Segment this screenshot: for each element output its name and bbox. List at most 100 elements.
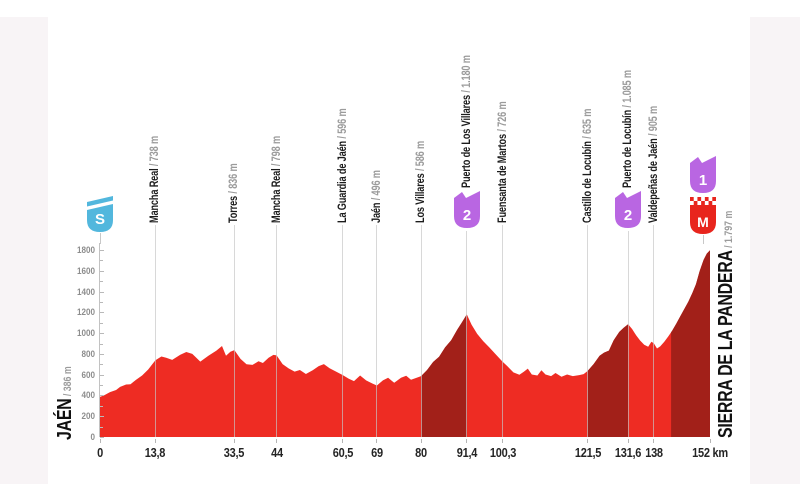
y-axis-tick-label: 0 xyxy=(90,432,95,442)
x-axis-tick-label: 80 xyxy=(415,446,427,460)
finish-badge-icon: M xyxy=(689,197,717,235)
y-axis-tick-label: 400 xyxy=(81,390,95,401)
waypoint-name: Fuensanta de Martos xyxy=(496,134,509,223)
waypoint-label: Valdepeñas de Jaén / 905 m xyxy=(648,106,660,223)
start-badge-icon: S xyxy=(86,195,114,233)
y-axis-tick xyxy=(100,250,104,251)
waypoint-elevation: / 586 m xyxy=(415,140,428,174)
waypoint-gridline xyxy=(627,231,629,437)
waypoint-label: Castillo de Locubín / 635 m xyxy=(582,109,594,223)
x-axis-tick-label: 0 xyxy=(97,446,103,460)
waypoint-name: Mancha Real xyxy=(149,168,162,223)
waypoint-elevation: / 1.180 m xyxy=(460,55,473,96)
waypoint-gridline xyxy=(466,231,468,437)
waypoint-name: Los Villares xyxy=(415,173,428,223)
waypoint-name: Valdepeñas de Jaén xyxy=(647,138,660,223)
x-axis-tick xyxy=(342,439,344,443)
y-axis-minor-tick xyxy=(100,260,103,262)
x-axis-tick xyxy=(376,439,378,443)
y-axis-tick-label: 1200 xyxy=(76,307,95,318)
waypoint-name: Jaén xyxy=(370,202,383,223)
profile-area-fill xyxy=(100,250,710,437)
climb-segment-fill xyxy=(587,324,629,437)
waypoint-gridline xyxy=(276,225,278,437)
waypoint-gridline xyxy=(653,225,655,437)
cat2-badge-icon: 2 xyxy=(614,191,642,229)
waypoint-label: Mancha Real / 738 m xyxy=(149,136,161,223)
y-axis-tick xyxy=(100,416,104,418)
y-axis-tick-label: 600 xyxy=(81,369,95,380)
x-axis-tick xyxy=(653,439,655,443)
waypoint-name: Mancha Real xyxy=(270,168,283,223)
waypoint-elevation: / 798 m xyxy=(270,136,283,169)
waypoint-gridline xyxy=(233,225,235,437)
climb-segment-fill xyxy=(671,250,710,437)
y-axis-tick xyxy=(100,374,104,376)
waypoint-gridline xyxy=(376,225,378,437)
y-axis-minor-tick xyxy=(100,364,103,366)
elevation-profile-area xyxy=(100,250,710,437)
y-axis-minor-tick xyxy=(100,322,103,324)
cat2-badge-icon: 2 xyxy=(453,191,481,229)
y-axis-minor-tick xyxy=(100,281,103,283)
y-axis-minor-tick xyxy=(100,426,103,428)
x-axis-tick-label: 60,5 xyxy=(332,446,354,460)
waypoint-label: Jaén / 496 m xyxy=(371,170,383,223)
x-axis-tick xyxy=(709,439,711,443)
waypoint-label: Puerto de Locubín / 1.085 m xyxy=(622,70,634,188)
x-axis-tick xyxy=(502,439,504,443)
y-axis-minor-tick xyxy=(100,343,103,345)
page-background-left xyxy=(0,17,48,484)
start-town-label: JAÉN / 386 m xyxy=(53,366,80,440)
y-axis-tick xyxy=(100,312,104,314)
waypoint-elevation: / 635 m xyxy=(581,108,594,142)
x-axis-tick xyxy=(276,439,278,443)
y-axis-tick xyxy=(100,353,104,355)
svg-text:S: S xyxy=(95,211,105,228)
y-axis-tick xyxy=(100,291,104,293)
waypoint-elevation: / 596 m xyxy=(336,108,349,141)
y-axis-tick-label: 1400 xyxy=(76,286,95,297)
waypoint-name: Torres xyxy=(228,196,241,223)
x-axis-tick-label: 138 xyxy=(645,446,663,460)
waypoint-name: Castillo de Locubín xyxy=(581,141,594,223)
x-axis-tick-label: 33,5 xyxy=(224,446,245,460)
finish-summit-label: SIERRA DE LA PANDERA / 1.797 m xyxy=(714,211,741,438)
finish-badge-stem xyxy=(702,235,704,244)
x-axis-tick xyxy=(587,439,589,443)
svg-text:M: M xyxy=(697,214,709,230)
waypoint-name: Puerto de Locubín xyxy=(622,109,635,188)
x-axis-tick-label: 91,4 xyxy=(456,446,478,460)
waypoint-label: Torres / 836 m xyxy=(228,164,240,223)
start-town-elevation: / 386 m xyxy=(62,366,74,399)
cat1-badge-icon: 1 xyxy=(689,156,717,194)
climb-segment-fill xyxy=(421,314,467,437)
waypoint-name: La Guardia de Jaén xyxy=(336,141,349,223)
x-axis-tick-label: 121,5 xyxy=(574,446,601,460)
svg-text:1: 1 xyxy=(699,172,707,189)
page-background-right xyxy=(750,17,800,484)
waypoint-elevation: / 496 m xyxy=(370,170,383,203)
y-axis-tick xyxy=(100,395,104,397)
waypoint-label: Los Villares / 586 m xyxy=(415,141,427,223)
waypoint-elevation: / 738 m xyxy=(149,136,162,169)
waypoint-elevation: / 836 m xyxy=(228,163,241,196)
y-axis-tick-label: 1600 xyxy=(76,265,95,276)
y-axis-tick-label: 1800 xyxy=(76,245,95,255)
y-axis-minor-tick xyxy=(100,405,103,407)
waypoint-elevation: / 726 m xyxy=(496,101,509,135)
y-axis-minor-tick xyxy=(100,301,103,303)
waypoint-label: Mancha Real / 798 m xyxy=(271,136,283,223)
waypoint-gridline xyxy=(342,225,344,437)
x-axis-tick xyxy=(466,439,468,443)
y-axis-tick xyxy=(100,437,104,438)
x-axis-tick-label: 69 xyxy=(371,446,383,460)
waypoint-name: Puerto de Los Villares xyxy=(460,95,473,188)
x-axis-tick-label: 44 xyxy=(270,446,283,460)
waypoint-gridline xyxy=(587,225,589,437)
svg-text:2: 2 xyxy=(463,207,471,224)
x-axis-tick-label: 100,3 xyxy=(489,446,516,460)
waypoint-gridline xyxy=(154,225,156,437)
finish-summit-elevation: / 1.797 m xyxy=(723,210,735,251)
